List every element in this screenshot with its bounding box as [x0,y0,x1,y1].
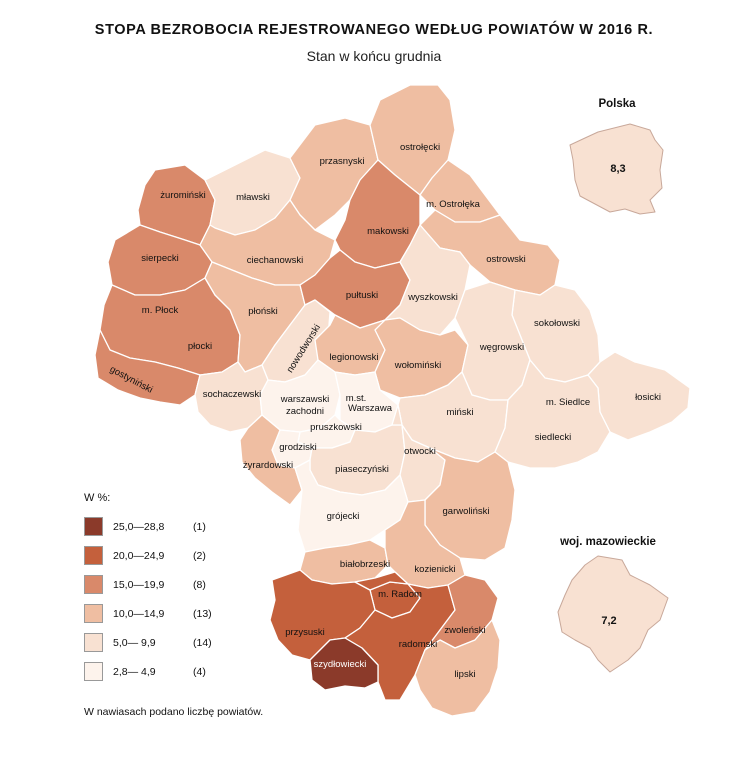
district-gostyninski [94,329,201,406]
legend-range: 20,0—24,9 [113,549,165,562]
label-pruszkowski: pruszkowski [310,422,362,433]
label-bialobrzeski: białobrzeski [340,559,390,570]
label-m-ostroleka: m. Ostrołęka [426,199,481,210]
legend-rows: 25,0—28,8 (1) 20,0—24,9 (2) 15,0—19,9 (8… [84,512,314,686]
label-mlawski: mławski [236,192,270,203]
label-garwolinski: garwoliński [443,506,490,517]
map-title: STOPA BEZROBOCIA REJESTROWANEGO WEDŁUG P… [94,22,654,38]
legend-count: (13) [193,607,212,620]
label-sokolowski: sokołowski [534,318,580,329]
label-przysuski: przysuski [285,627,325,638]
label-warszawski-1: warszawski [280,394,330,405]
inset-region-label: woj. mazowieckie [559,536,656,548]
legend-range: 2,8— 4,9 [113,665,156,678]
label-m-radom: m. Radom [378,589,422,600]
label-kozienicki: kozienicki [414,564,455,575]
label-wegrowski: węgrowski [479,342,524,353]
label-szydlowiecki: szydłowiecki [314,659,367,670]
inset-poland-value: 8,3 [610,163,625,175]
legend-row: 2,8— 4,9 (4) [84,657,314,686]
legend-range: 10,0—14,9 [113,607,165,620]
inset-region-shape [557,555,669,673]
label-warszawa-1: m.st. [346,393,367,404]
legend-swatch [84,633,103,652]
inset-poland-shape [569,123,664,215]
label-przasnyski: przasnyski [320,156,365,167]
label-makowski: makowski [367,226,409,237]
label-wolominski: wołomiński [394,360,441,371]
legend-count: (14) [193,636,212,649]
label-warszawski-2: zachodni [286,406,324,417]
label-plonski: płoński [248,306,278,317]
legend-row: 15,0—19,9 (8) [84,570,314,599]
legend-swatch [84,662,103,681]
legend-row: 20,0—24,9 (2) [84,541,314,570]
label-siedlecki: siedlecki [535,432,571,443]
label-legionowski: legionowski [329,352,378,363]
legend-row: 5,0— 9,9 (14) [84,628,314,657]
label-sochaczewski: sochaczewski [203,389,262,400]
legend-swatch [84,517,103,536]
label-m-siedlce: m. Siedlce [546,397,590,408]
label-ostrowski: ostrowski [486,254,526,265]
label-grojecki: grójecki [327,511,360,522]
legend-range: 25,0—28,8 [113,520,165,533]
label-minski: miński [447,407,474,418]
inset-region-value: 7,2 [601,615,616,627]
label-zurominski: żuromiński [160,190,205,201]
legend-count: (1) [193,520,206,533]
label-grodziski: grodziski [279,442,317,453]
label-ciechanowski: ciechanowski [247,255,304,266]
label-warszawa-2: Warszawa [348,403,393,414]
district-shapes [94,84,691,717]
legend-count: (4) [193,665,206,678]
label-otwocki: otwocki [404,446,436,457]
legend-swatch [84,546,103,565]
legend-title: W %: [84,492,111,504]
label-zyrardowski: żyrardowski [243,460,293,471]
label-zwolenski: zwoleński [444,625,485,636]
label-ostrolecki: ostrołęcki [400,142,440,153]
label-radomski: radomski [399,639,438,650]
label-piaseczynski: piaseczyński [335,464,389,475]
inset-poland-label: Polska [598,98,636,110]
legend-row: 10,0—14,9 (13) [84,599,314,628]
legend-count: (2) [193,549,206,562]
label-m-plock: m. Płock [142,305,179,316]
footnote: W nawiasach podano liczbę powiatów. [84,706,264,718]
label-pultuski: pułtuski [346,290,378,301]
district-szydlowiecki [309,637,379,691]
legend-range: 5,0— 9,9 [113,636,156,649]
legend-swatch [84,575,103,594]
label-sierpecki: sierpecki [141,253,179,264]
label-lipski: lipski [454,669,475,680]
legend-count: (8) [193,578,206,591]
district-garwolinski [424,447,516,561]
legend-row: 25,0—28,8 (1) [84,512,314,541]
legend-range: 15,0—19,9 [113,578,165,591]
legend-swatch [84,604,103,623]
legend: W %: 25,0—28,8 (1) 20,0—24,9 (2) 15,0—19… [84,492,314,686]
label-plocki: płocki [188,341,212,352]
district-lipski [414,619,501,717]
label-losicki: łosicki [635,392,661,403]
map-subtitle: Stan w końcu grudnia [306,48,442,64]
label-wyszkowski: wyszkowski [407,292,458,303]
